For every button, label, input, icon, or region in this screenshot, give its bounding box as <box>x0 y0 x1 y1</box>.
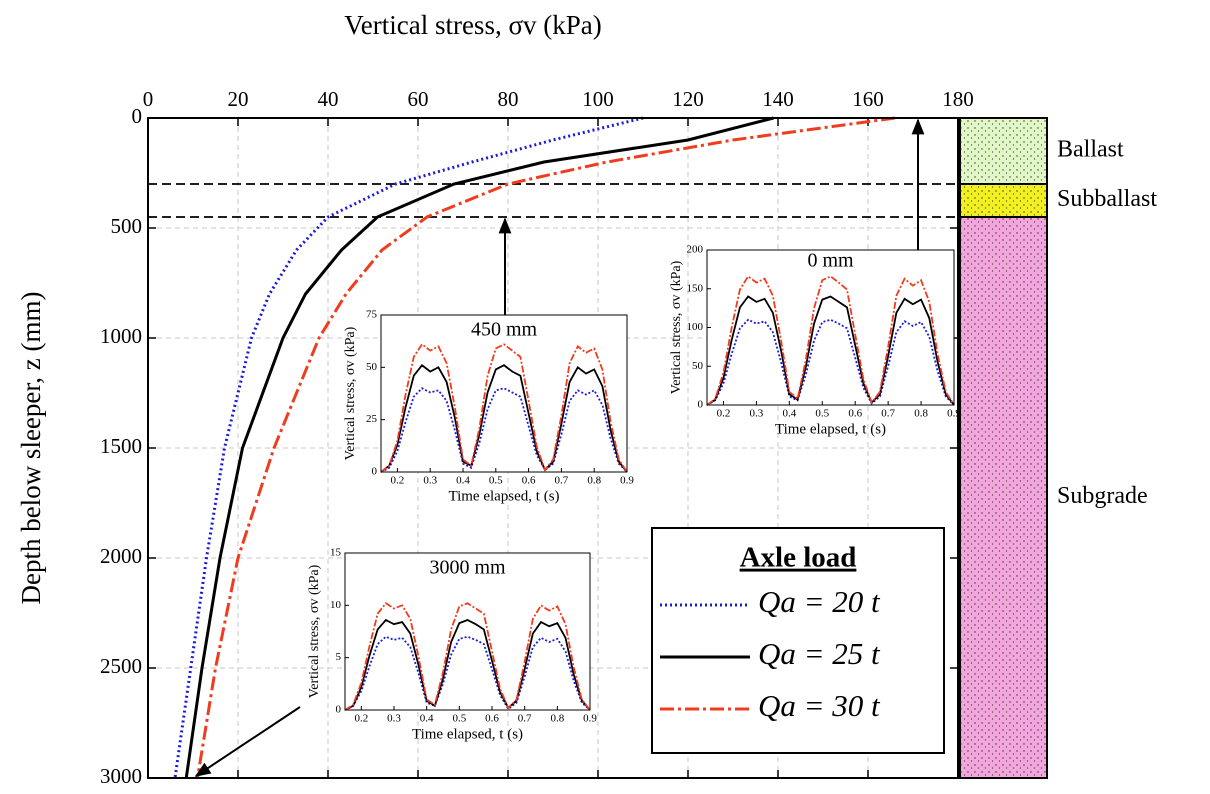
inset-line <box>380 363 628 473</box>
inset-x-tick-label: 0.2 <box>391 475 405 487</box>
inset-y-tick-label: 50 <box>366 361 378 373</box>
x-tick-label: 80 <box>498 87 519 111</box>
series-line <box>196 116 896 779</box>
legend: Axle load Qa = 20 t Qa = 25 t Qa = 30 t <box>651 527 945 754</box>
inset-y-tick-label: 25 <box>366 413 378 425</box>
annotation-arrow <box>194 706 301 777</box>
inset-x-tick-label: 0.7 <box>555 475 569 487</box>
y-tick-label: 2500 <box>100 654 142 678</box>
y-tick-label: 1500 <box>100 434 142 458</box>
inset-y-tick-label: 200 <box>687 244 704 256</box>
inset-x-title: Time elapsed, t (s) <box>412 726 523 742</box>
inset-x-tick-label: 0.5 <box>815 408 829 420</box>
legend-label: Qa = 30 t <box>758 688 881 723</box>
x-tick-label: 100 <box>582 87 614 111</box>
x-tick-label: 140 <box>762 87 794 111</box>
inset-title: 450 mm <box>471 319 538 341</box>
inset-x-tick-label: 0.9 <box>583 713 597 725</box>
inset-x-tick-label: 0.2 <box>717 408 731 420</box>
inset-x-tick-label: 0.4 <box>420 713 434 725</box>
inset-x-tick-label: 0.2 <box>354 713 368 725</box>
inset-x-tick-label: 0.6 <box>848 408 862 420</box>
inset-x-tick-label: 0.8 <box>550 713 564 725</box>
layer-label: Subballast <box>1057 186 1157 212</box>
inset-x-tick-label: 0.3 <box>423 475 437 487</box>
x-tick-label: 20 <box>228 87 249 111</box>
x-tick-label: 40 <box>318 87 339 111</box>
inset-x-tick-label: 0.6 <box>522 475 536 487</box>
x-tick-label: 180 <box>942 87 974 111</box>
inset-bg <box>345 553 590 710</box>
layer-label: Subgrade <box>1057 483 1148 509</box>
inset-bg <box>707 250 954 405</box>
inset-x-title: Time elapsed, t (s) <box>775 421 886 437</box>
inset-x-tick-label: 0.5 <box>489 475 503 487</box>
legend-label: Qa = 20 t <box>758 584 881 619</box>
soil-texture <box>960 217 1047 778</box>
inset-y-title: Vertical stress, σv (kPa) <box>343 326 358 460</box>
inset-y-tick-label: 0 <box>698 399 704 411</box>
inset-line <box>344 635 591 711</box>
inset-y-tick-label: 10 <box>330 599 342 611</box>
legend-label: Qa = 25 t <box>758 636 881 671</box>
x-axis-title: Vertical stress, σv (kPa) <box>344 10 602 40</box>
x-tick-label: 160 <box>852 87 884 111</box>
inset-y-tick-label: 100 <box>687 321 704 333</box>
inset-x-tick-label: 0.7 <box>881 408 895 420</box>
inset-x-tick-label: 0.3 <box>387 713 401 725</box>
inset-x-tick-label: 0.9 <box>947 408 961 420</box>
legend-box <box>651 527 945 754</box>
inset-line <box>706 275 955 406</box>
inset-y-tick-label: 0 <box>336 704 342 716</box>
soil-texture <box>960 118 1047 184</box>
inset-y-tick-label: 150 <box>687 282 704 294</box>
series-line <box>184 116 774 779</box>
inset-line <box>380 343 628 473</box>
inset-y-tick-label: 50 <box>692 360 704 372</box>
inset-title: 0 mm <box>807 250 854 272</box>
inset-x-title: Time elapsed, t (s) <box>448 488 559 504</box>
inset-x-tick-label: 0.3 <box>750 408 764 420</box>
inset-line <box>344 618 591 711</box>
inset-y-tick-label: 5 <box>336 651 342 663</box>
x-tick-label: 120 <box>672 87 704 111</box>
inset-line <box>344 602 591 711</box>
inset-y-tick-label: 15 <box>330 547 342 559</box>
y-tick-label: 1000 <box>100 324 142 348</box>
inset-frame <box>344 552 591 711</box>
inset-bg <box>381 315 627 472</box>
legend-title: Axle load <box>740 542 857 574</box>
y-tick-label: 500 <box>111 214 143 238</box>
inset-line <box>706 318 955 406</box>
inset-frame <box>706 249 955 406</box>
inset-x-tick-label: 0.8 <box>914 408 928 420</box>
inset-x-tick-label: 0.4 <box>456 475 470 487</box>
inset-y-title: Vertical stress, σv (kPa) <box>669 260 684 394</box>
soil-texture <box>960 184 1047 217</box>
x-tick-label: 0 <box>143 87 154 111</box>
inset-x-tick-label: 0.7 <box>518 713 532 725</box>
inset-y-tick-label: 0 <box>372 466 378 478</box>
inset-x-tick-label: 0.8 <box>587 475 601 487</box>
inset-title: 3000 mm <box>429 557 506 579</box>
y-axis-title: Depth below sleeper, z (mm) <box>16 291 46 604</box>
inset-x-tick-label: 0.5 <box>452 713 466 725</box>
y-tick-label: 2000 <box>100 544 142 568</box>
inset-x-tick-label: 0.6 <box>485 713 499 725</box>
x-tick-label: 60 <box>408 87 429 111</box>
layer-label: Ballast <box>1057 137 1124 163</box>
inset-x-tick-label: 0.9 <box>620 475 634 487</box>
y-tick-label: 0 <box>132 104 143 128</box>
y-tick-label: 3000 <box>100 764 142 788</box>
inset-line <box>380 387 628 473</box>
inset-y-title: Vertical stress, σv (kPa) <box>307 564 322 698</box>
inset-line <box>706 295 955 406</box>
inset-x-tick-label: 0.4 <box>782 408 796 420</box>
inset-y-tick-label: 75 <box>366 309 378 321</box>
plot-frame <box>147 117 959 779</box>
